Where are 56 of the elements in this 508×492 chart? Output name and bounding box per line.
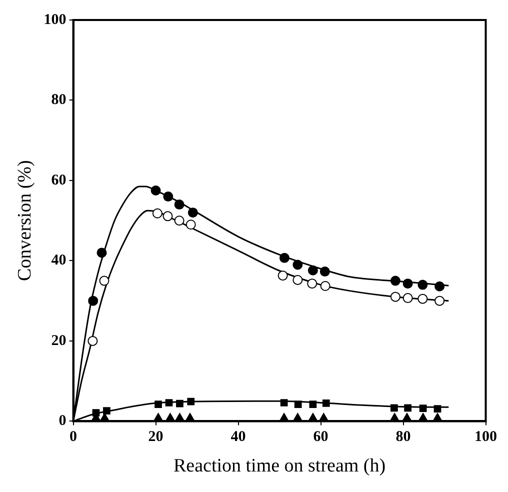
point [92,409,100,416]
point [188,208,198,218]
point [88,296,98,306]
point [404,404,412,412]
point [418,294,428,304]
point [418,280,428,290]
point [434,296,445,306]
point [308,265,318,276]
point [163,192,174,202]
point [320,266,330,277]
point [152,208,162,218]
point [99,276,110,286]
y-tick-label: 80 [51,92,66,108]
point [292,260,303,270]
x-tick-label: 20 [148,429,164,446]
point [186,220,196,230]
point [176,400,184,408]
point [390,404,398,412]
point [96,248,107,258]
point [294,400,302,408]
point [154,400,162,408]
point [279,252,290,263]
point [434,281,445,292]
point [150,186,161,196]
y-tick-label: 60 [51,172,66,188]
point [322,399,330,407]
x-tick-label: 100 [474,429,497,446]
point [309,400,317,408]
point [278,270,288,281]
point [165,399,173,406]
point [280,399,288,406]
point [88,336,98,346]
x-tick-label: 80 [396,429,411,446]
point [174,216,184,226]
point [103,407,110,414]
point [307,278,318,289]
point [419,404,427,412]
point [402,278,413,289]
x-tick-label: 60 [313,429,328,446]
x-tick-label: 40 [230,429,246,446]
y-tick-label: 20 [51,332,66,349]
point [402,293,413,304]
y-tick-label: 40 [51,252,66,269]
y-axis-title: Conversion (%) [14,160,36,282]
point [162,211,173,222]
point [320,280,330,291]
point [174,200,184,210]
x-tick-label: 0 [70,429,78,446]
y-tick-label: 100 [44,12,66,28]
point [292,274,303,285]
point [434,405,442,412]
point [390,276,400,286]
x-axis-title: Reaction time on stream (h) [173,456,386,477]
y-tick-label: 0 [58,413,66,430]
point [390,292,400,302]
point [187,398,195,406]
